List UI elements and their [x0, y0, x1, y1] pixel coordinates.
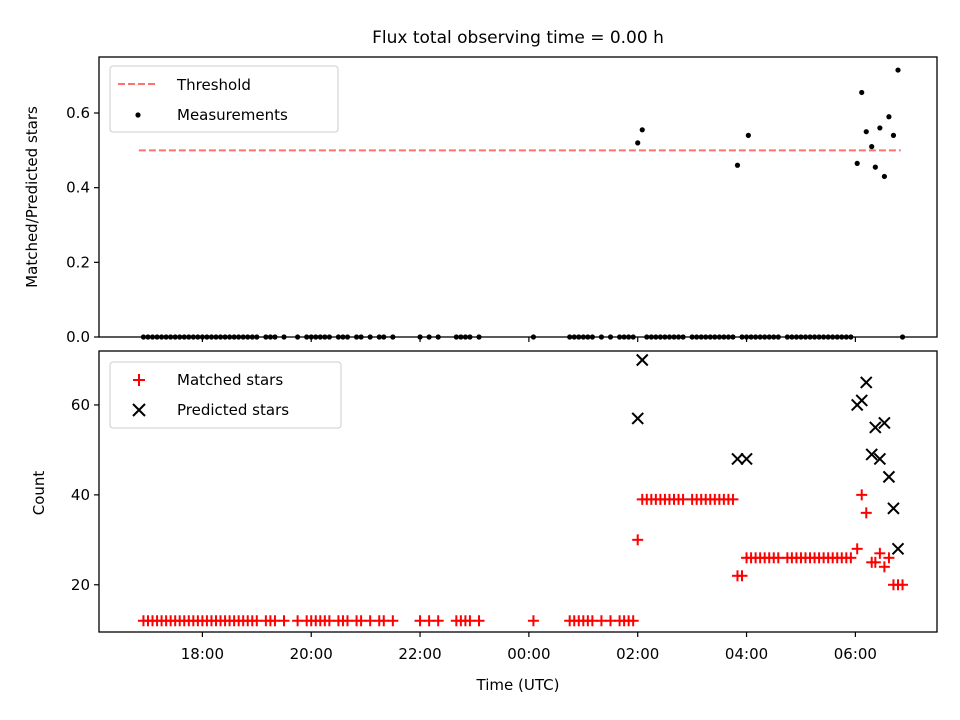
measurement-point [886, 114, 892, 120]
matched-stars-point [432, 615, 444, 627]
bottom-marks [137, 353, 909, 627]
matched-stars-point [878, 561, 890, 573]
measurement-point [854, 160, 860, 166]
predicted-stars-point [740, 452, 753, 466]
y-tick-label: 40 [71, 486, 90, 504]
top-y-ticks: 0.0 0.2 0.4 0.6 [66, 104, 99, 346]
measurement-point [869, 144, 875, 150]
matched-stars-point [278, 615, 290, 627]
predicted-stars-point [882, 470, 896, 484]
predicted-stars-point [891, 542, 905, 556]
bottom-legend: Matched stars Predicted stars [109, 361, 342, 429]
y-tick-label: 0.4 [66, 179, 90, 197]
y-tick-label: 20 [71, 576, 90, 594]
top-y-axis-label: Matched/Predicted stars [23, 106, 41, 288]
legend-threshold-label: Threshold [176, 76, 251, 94]
predicted-stars-point [860, 376, 873, 389]
bottom-x-ticks: 18:00 20:00 22:00 00:00 02:00 04:00 06:00 [181, 632, 877, 663]
legend-matched-swatch [133, 374, 145, 386]
x-tick-label: 20:00 [290, 645, 333, 663]
y-tick-label: 0.0 [66, 328, 90, 346]
predicted-stars-point [636, 353, 649, 367]
matched-stars-point [851, 543, 863, 555]
predicted-stars-point [873, 452, 887, 466]
top-panel: 0.0 0.2 0.4 0.6 Matched/Predicted stars Thr… [23, 56, 938, 346]
measurement-point [635, 140, 641, 146]
measurement-point [872, 164, 878, 170]
y-tick-label: 60 [71, 396, 90, 414]
legend-predicted-label: Predicted stars [177, 401, 289, 419]
x-axis-label: Time (UTC) [476, 676, 560, 694]
bottom-panel: 20 40 60 18:00 20:00 22:00 00:00 02:00 04:00 06:… [30, 350, 938, 694]
predicted-stars-point [887, 502, 900, 515]
top-axes-frame [98, 56, 938, 338]
matched-stars-point [869, 556, 881, 568]
matched-stars-point [527, 615, 539, 627]
predicted-stars-point [878, 416, 891, 430]
legend-measurements-label: Measurements [177, 106, 288, 124]
measurement-point [859, 89, 865, 96]
legend-measurements-swatch [135, 112, 141, 118]
matched-stars-point [736, 570, 748, 582]
chart-title: Flux total observing time = 0.00 h [372, 28, 664, 48]
predicted-stars-point [869, 421, 882, 434]
bottom-y-axis-label: Count [30, 471, 48, 516]
matched-stars-point [860, 507, 872, 519]
measurement-point [895, 67, 901, 73]
measurement-point [863, 129, 869, 135]
y-tick-label: 0.2 [66, 253, 90, 271]
legend-matched-label: Matched stars [177, 371, 283, 389]
x-tick-label: 00:00 [507, 645, 550, 663]
bottom-axes-frame [98, 350, 938, 633]
top-legend: Threshold Measurements [109, 65, 339, 133]
measurement-point [890, 132, 897, 138]
predicted-stars-point [865, 448, 878, 461]
x-tick-label: 02:00 [616, 645, 659, 663]
matched-stars-point [883, 552, 895, 564]
predicted-stars-point [731, 452, 744, 466]
predicted-stars-point [631, 412, 644, 425]
measurement-point [745, 132, 751, 138]
x-tick-label: 04:00 [725, 645, 768, 663]
predicted-stars-point [855, 394, 868, 407]
x-tick-label: 22:00 [398, 645, 441, 663]
matched-stars-point [627, 615, 639, 627]
x-tick-label: 18:00 [181, 645, 224, 663]
top-x-ticks [201, 337, 856, 342]
x-tick-label: 06:00 [834, 645, 877, 663]
y-tick-label: 0.6 [66, 104, 90, 122]
measurement-point [877, 125, 883, 131]
matched-stars-point [845, 552, 857, 564]
matched-stars-point [897, 579, 909, 591]
matched-stars-point [473, 615, 485, 627]
bottom-legend-box [109, 361, 342, 429]
matched-stars-point [727, 493, 739, 505]
legend-predicted-swatch [132, 403, 146, 417]
bottom-y-ticks: 20 40 60 [71, 396, 99, 594]
top-legend-box [109, 65, 339, 133]
measurement-point [639, 127, 645, 133]
matched-stars-point [856, 489, 868, 501]
measurement-point [881, 173, 887, 180]
measurement-point [734, 162, 741, 168]
matched-stars-point [632, 534, 644, 546]
matched-stars-point [874, 547, 886, 559]
matched-stars-point [387, 615, 399, 627]
